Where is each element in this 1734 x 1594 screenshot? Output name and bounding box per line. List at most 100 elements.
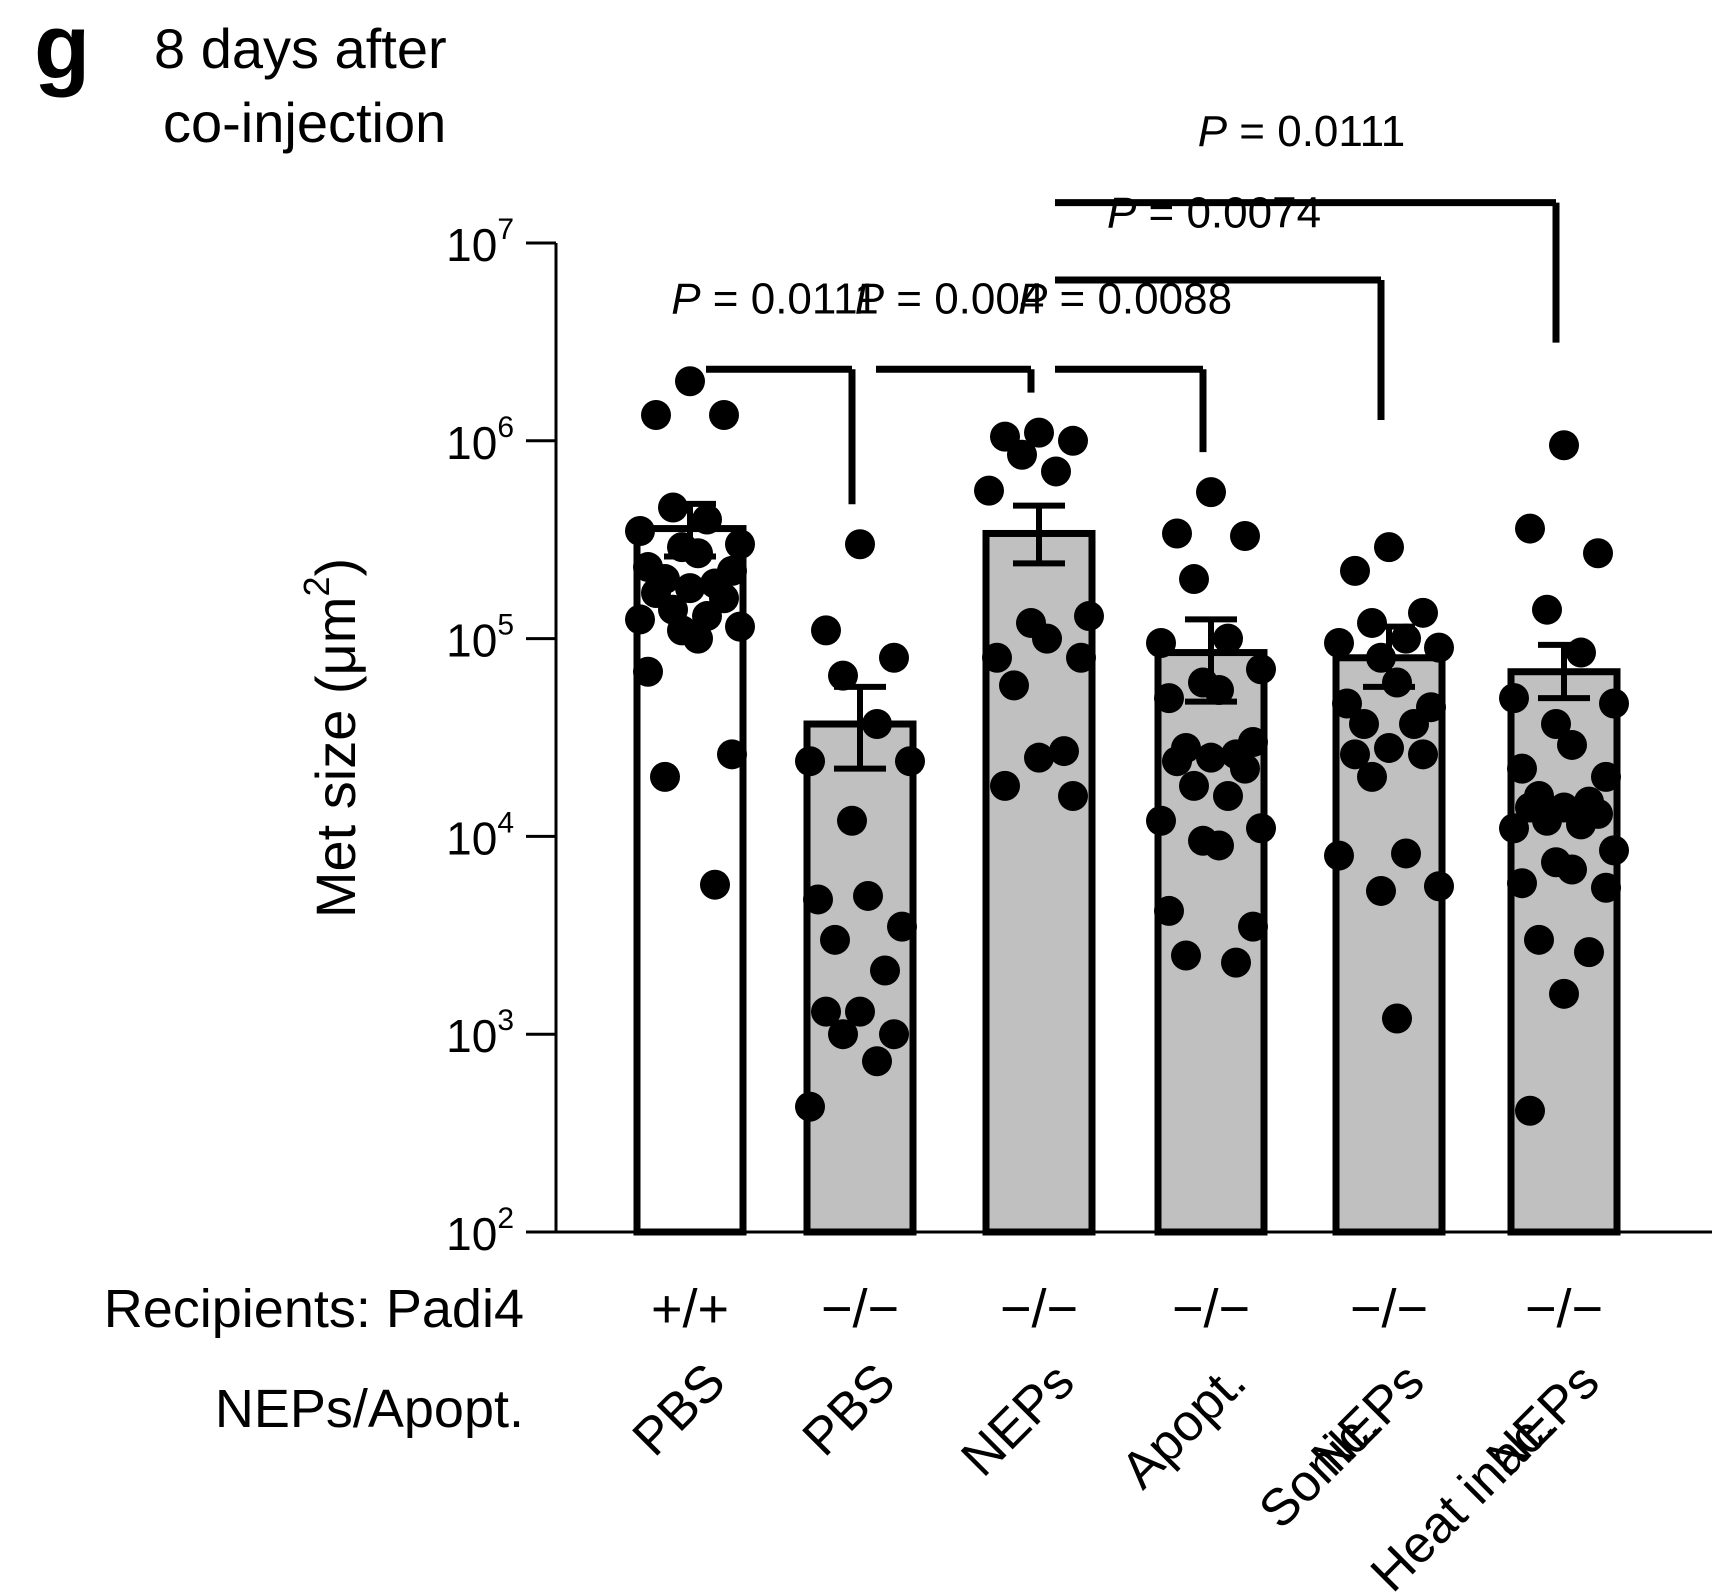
data-point — [1058, 425, 1088, 456]
data-point — [1549, 430, 1579, 461]
data-point — [1557, 729, 1587, 760]
y-tick-label: 106 — [446, 411, 514, 469]
data-point — [641, 400, 671, 431]
data-point — [1162, 518, 1192, 549]
data-point — [1391, 838, 1421, 869]
data-point — [1049, 736, 1079, 767]
data-point — [803, 884, 833, 915]
treatment-label: PBS — [792, 1352, 907, 1467]
data-point — [795, 746, 825, 777]
data-point — [1246, 813, 1276, 844]
data-point — [650, 761, 680, 792]
data-point — [1599, 835, 1629, 866]
data-point — [1532, 805, 1562, 836]
plot-area: 102 103 104 105 106 107 Met size (μm2) Recipien… — [104, 107, 1712, 1594]
chart-title-line-2: co-injection — [163, 91, 446, 154]
recipients-row-label: Recipients: Padi4 — [104, 1279, 524, 1339]
data-point — [1374, 732, 1404, 763]
data-point — [1424, 632, 1454, 663]
data-point — [1204, 830, 1234, 861]
recipient-genotype-label: −/− — [1000, 1279, 1078, 1339]
data-point — [1591, 872, 1621, 903]
data-point — [1541, 709, 1571, 740]
y-tick-label: 102 — [446, 1202, 514, 1260]
data-point — [633, 656, 663, 687]
data-point — [1196, 742, 1226, 773]
data-point — [1583, 538, 1613, 569]
data-point — [709, 400, 739, 431]
data-point — [1566, 809, 1596, 840]
data-point — [1332, 688, 1362, 719]
data-point — [1007, 439, 1037, 470]
y-axis-label: Met size (μm2) — [296, 558, 367, 918]
data-point — [1171, 940, 1201, 971]
data-point — [1507, 868, 1537, 899]
data-point — [974, 475, 1004, 506]
recipient-genotype-label: −/− — [1525, 1279, 1603, 1339]
data-point — [828, 1019, 858, 1050]
data-point — [675, 573, 705, 604]
data-point — [1213, 781, 1243, 812]
data-point — [811, 615, 841, 646]
data-point — [1374, 532, 1404, 563]
data-point — [1154, 895, 1184, 926]
data-point — [1024, 742, 1054, 773]
data-point — [1408, 739, 1438, 770]
data-point — [1515, 513, 1545, 544]
data-point — [625, 515, 655, 546]
data-point — [1179, 564, 1209, 595]
data-point — [725, 611, 755, 642]
data-point — [700, 869, 730, 900]
recipient-genotype-label: −/− — [821, 1279, 899, 1339]
p-value-label: P = 0.004 — [855, 275, 1045, 324]
data-point — [845, 996, 875, 1027]
data-point — [828, 660, 858, 691]
data-point — [1213, 623, 1243, 654]
data-point — [1507, 753, 1537, 784]
data-point — [683, 623, 713, 654]
treatment-label: Sonic. — [1248, 1396, 1391, 1539]
data-point — [625, 604, 655, 635]
data-point — [862, 709, 892, 740]
y-tick-label: 105 — [446, 609, 514, 667]
data-point — [1557, 854, 1587, 885]
recipient-genotype-label: −/− — [1350, 1279, 1428, 1339]
panel-label: g — [34, 0, 90, 98]
data-point — [1324, 628, 1354, 659]
y-tick-label: 103 — [446, 1004, 514, 1062]
data-point — [1221, 947, 1251, 978]
treatment-label: NEPs — [950, 1352, 1085, 1487]
p-value-label: P = 0.0111 — [1198, 107, 1406, 156]
treatment-label: PBS — [622, 1352, 737, 1467]
y-tick-label: 107 — [446, 213, 514, 271]
data-point — [1179, 770, 1209, 801]
data-point — [870, 955, 900, 986]
data-point — [1032, 623, 1062, 654]
data-point — [811, 996, 841, 1027]
data-point — [1024, 417, 1054, 448]
data-point — [1162, 746, 1192, 777]
treatment-label: Apopt. — [1110, 1352, 1257, 1499]
data-point — [795, 1091, 825, 1122]
recipient-genotype-label: +/+ — [651, 1279, 729, 1339]
data-point — [1074, 601, 1104, 632]
data-point — [1599, 688, 1629, 719]
data-point — [1591, 761, 1621, 792]
data-point — [1230, 753, 1260, 784]
data-point — [1058, 781, 1088, 812]
data-point — [1524, 924, 1554, 955]
data-point — [895, 746, 925, 777]
data-point — [1230, 521, 1260, 552]
data-point — [1246, 654, 1276, 685]
data-point — [658, 492, 688, 523]
data-point — [1196, 477, 1226, 508]
data-point — [879, 642, 909, 673]
data-point — [1399, 709, 1429, 740]
data-point — [1382, 1003, 1412, 1034]
data-point — [692, 504, 722, 535]
data-point — [1349, 709, 1379, 740]
data-point — [1238, 911, 1268, 942]
data-point — [1499, 813, 1529, 844]
